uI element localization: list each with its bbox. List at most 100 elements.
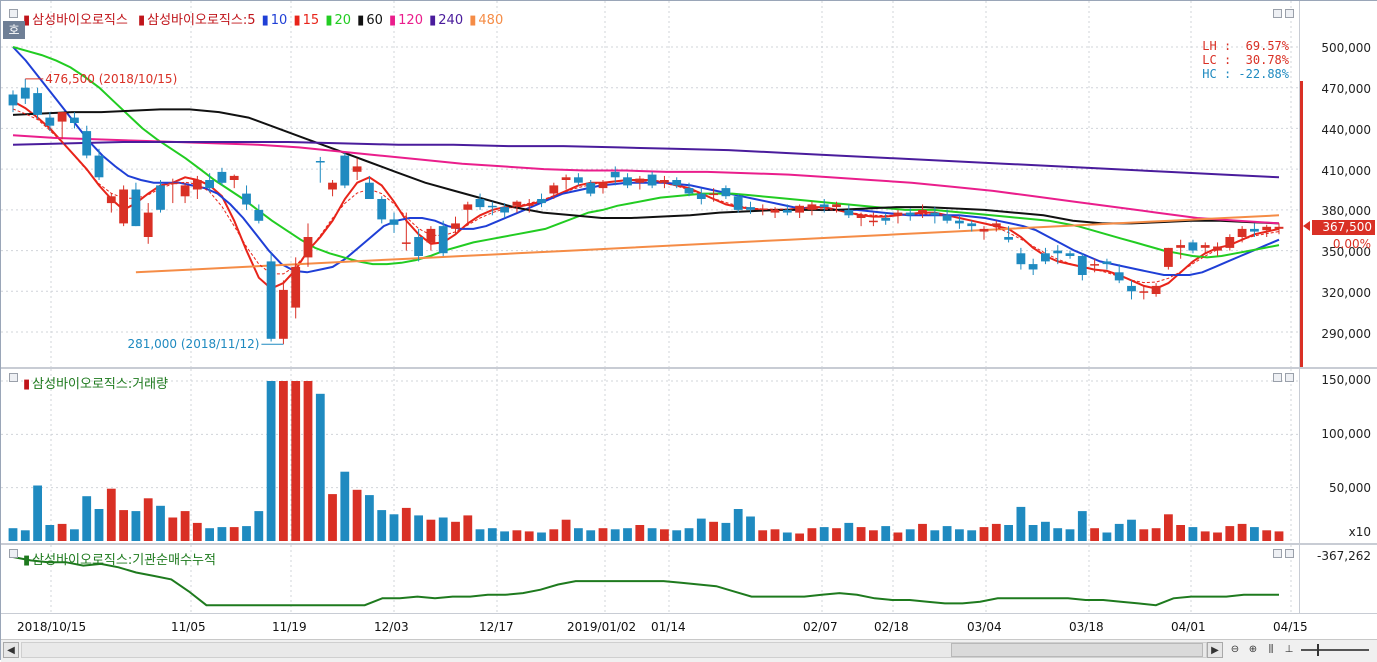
candle-body [20,87,30,99]
candle-body [635,178,645,183]
volume-pane[interactable]: ▮ 삼성바이오로직스:거래량 [1,369,1299,543]
price-tick: 350,000 [1321,245,1371,259]
ma-line-20 [12,46,1280,266]
scroll-thumb[interactable] [951,643,1203,657]
volume-bar [869,530,878,541]
pane-splitter[interactable] [1,543,1377,545]
minimize-pane-icon[interactable] [9,549,18,558]
date-label: 04/01 [1171,620,1206,634]
candle-body [1028,264,1038,270]
bottom-toolbar: ◀ ▶ ⊖ ⊕ ⫼ ⊥ [1,639,1377,662]
date-axis[interactable]: 2018/10/15 11/05 11/19 12/03 12/17 2019/… [1,613,1377,640]
minimize-pane-icon[interactable] [9,373,18,382]
scroll-right-icon[interactable]: ▶ [1207,642,1223,658]
candle-body [574,177,583,183]
volume-bar [819,527,829,541]
volume-unit: x10 [1348,525,1371,539]
volume-bar [807,528,817,541]
zoom-in-icon[interactable]: ⊕ [1248,644,1258,655]
candle-body [1213,246,1222,251]
scroll-left-icon[interactable]: ◀ [3,642,19,658]
price-pane[interactable]: 476,500 (2018/10/15) 281,000 (2018/11/12)… [1,1,1299,367]
date-label: 2018/10/15 [17,620,87,634]
candle-body [1016,253,1026,265]
restore-pane-icon[interactable] [1273,9,1282,18]
candle-body [57,112,67,122]
volume-bar [242,526,251,541]
candle-body [1250,228,1259,232]
candle-body [328,182,337,190]
candle-body [647,174,657,186]
candle-body [1127,285,1136,292]
pane-splitter[interactable] [1,367,1377,369]
minimize-pane-icon[interactable] [9,9,18,18]
candle-body [45,117,55,126]
stat-hc: HC : -22.88% [1202,67,1289,81]
period-slider-icon[interactable]: ⊥ [1284,644,1294,655]
candle-body [414,237,423,256]
institutional-axis[interactable]: -367,262 [1299,545,1377,613]
volume-bar [537,532,546,541]
candle-body [475,199,485,208]
price-chart[interactable]: 476,500 (2018/10/15) 281,000 (2018/11/12) [1,1,1299,367]
candle-body [180,185,190,197]
volume-bar [70,529,79,541]
volume-bar [143,498,153,541]
volume-bar [1053,528,1063,541]
candle-body [795,205,804,213]
institutional-legend-marker: ▮ [23,553,31,568]
candle-body [279,289,288,339]
restore-pane-icon[interactable] [1273,373,1282,382]
candle-body [70,117,79,123]
volume-bar [352,489,362,541]
date-label: 02/18 [874,620,909,634]
maximize-pane-icon[interactable] [1285,9,1294,18]
candle-body [340,155,350,186]
volume-bar [426,519,436,541]
price-axis[interactable]: 500,000 470,000 440,000 410,000 380,000 … [1299,1,1377,367]
candle-body [229,175,239,180]
date-label: 11/05 [171,620,206,634]
volume-bar [45,525,55,541]
volume-axis[interactable]: 150,000 100,000 50,000 x10 [1299,369,1377,543]
ho-button[interactable]: 호 [3,21,25,39]
volume-chart[interactable] [1,369,1299,543]
volume-bar [942,526,952,541]
volume-bar [487,528,497,541]
candle-body [549,185,559,194]
period-slider-handle[interactable] [1317,644,1319,656]
volume-bar [1200,531,1210,541]
scroll-track[interactable] [21,642,1207,658]
candle-body [1200,245,1210,248]
volume-bar [1250,527,1259,541]
candle-body [205,180,214,189]
candle-body [746,207,755,210]
candle-body [537,199,546,204]
candle-body [389,219,399,225]
legend-ma60: 60 [366,13,383,28]
stat-lh: LH : 69.57% [1202,39,1289,53]
candle-body [8,94,18,106]
candle-body [733,196,743,210]
restore-pane-icon[interactable] [1273,549,1282,558]
institutional-chart[interactable] [1,545,1299,613]
volume-bar [438,517,448,541]
legend-marker: ▮ [23,13,31,28]
legend-ma10-marker: ▮ [261,13,269,28]
candle-body [524,204,534,206]
zoom-out-icon[interactable]: ⊖ [1230,644,1240,655]
period-slider[interactable] [1301,649,1369,651]
volume-bar [82,496,92,541]
candle-body [33,93,42,115]
maximize-pane-icon[interactable] [1285,373,1294,382]
candle-body [291,266,301,308]
volume-legend-marker: ▮ [23,377,31,392]
volume-bar [733,509,743,541]
maximize-pane-icon[interactable] [1285,549,1294,558]
institutional-line [12,556,1279,607]
legend-stock-name: 삼성바이오로직스 [32,13,128,28]
legend-ma20-marker: ▮ [325,13,333,28]
institutional-pane[interactable]: ▮ 삼성바이오로직스:기관순매수누적 [1,545,1299,613]
bar-width-icon[interactable]: ⫼ [1268,644,1274,655]
institutional-legend: ▮ 삼성바이오로직스:기관순매수누적 [23,549,218,568]
